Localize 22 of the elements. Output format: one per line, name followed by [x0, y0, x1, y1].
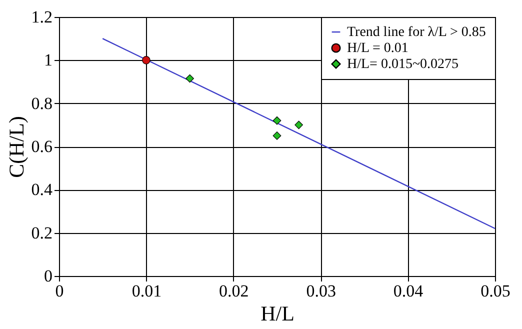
- y-tick-label: 0: [44, 266, 52, 286]
- x-tick-label: 0.05: [480, 282, 510, 300]
- legend-label: H/L= 0.015~0.0275: [347, 57, 459, 72]
- x-tick-label: 0.03: [306, 282, 336, 300]
- point: [186, 74, 194, 83]
- point: [142, 56, 150, 64]
- y-tick-label: 1.2: [31, 8, 52, 26]
- point: [272, 132, 282, 140]
- point: [272, 116, 282, 125]
- y-axis-title: C(H/L): [4, 116, 28, 178]
- x-tick-label: 0.02: [219, 282, 249, 300]
- point: [294, 120, 303, 130]
- y-tick-label: 0.2: [31, 223, 52, 242]
- y-tick-label: 0.6: [31, 137, 52, 156]
- y-tick-label: 1: [44, 50, 52, 70]
- legend-label: Trend line for λ/L > 0.85: [347, 25, 486, 40]
- legend-label: H/L = 0.01: [347, 41, 408, 56]
- x-axis-title: H/L: [260, 302, 294, 326]
- x-tick-label: 0.01: [132, 282, 162, 300]
- y-tick-label: 0.8: [31, 94, 52, 113]
- y-tick-label: 0.4: [31, 180, 53, 200]
- x-tick-label: 0.04: [393, 282, 424, 300]
